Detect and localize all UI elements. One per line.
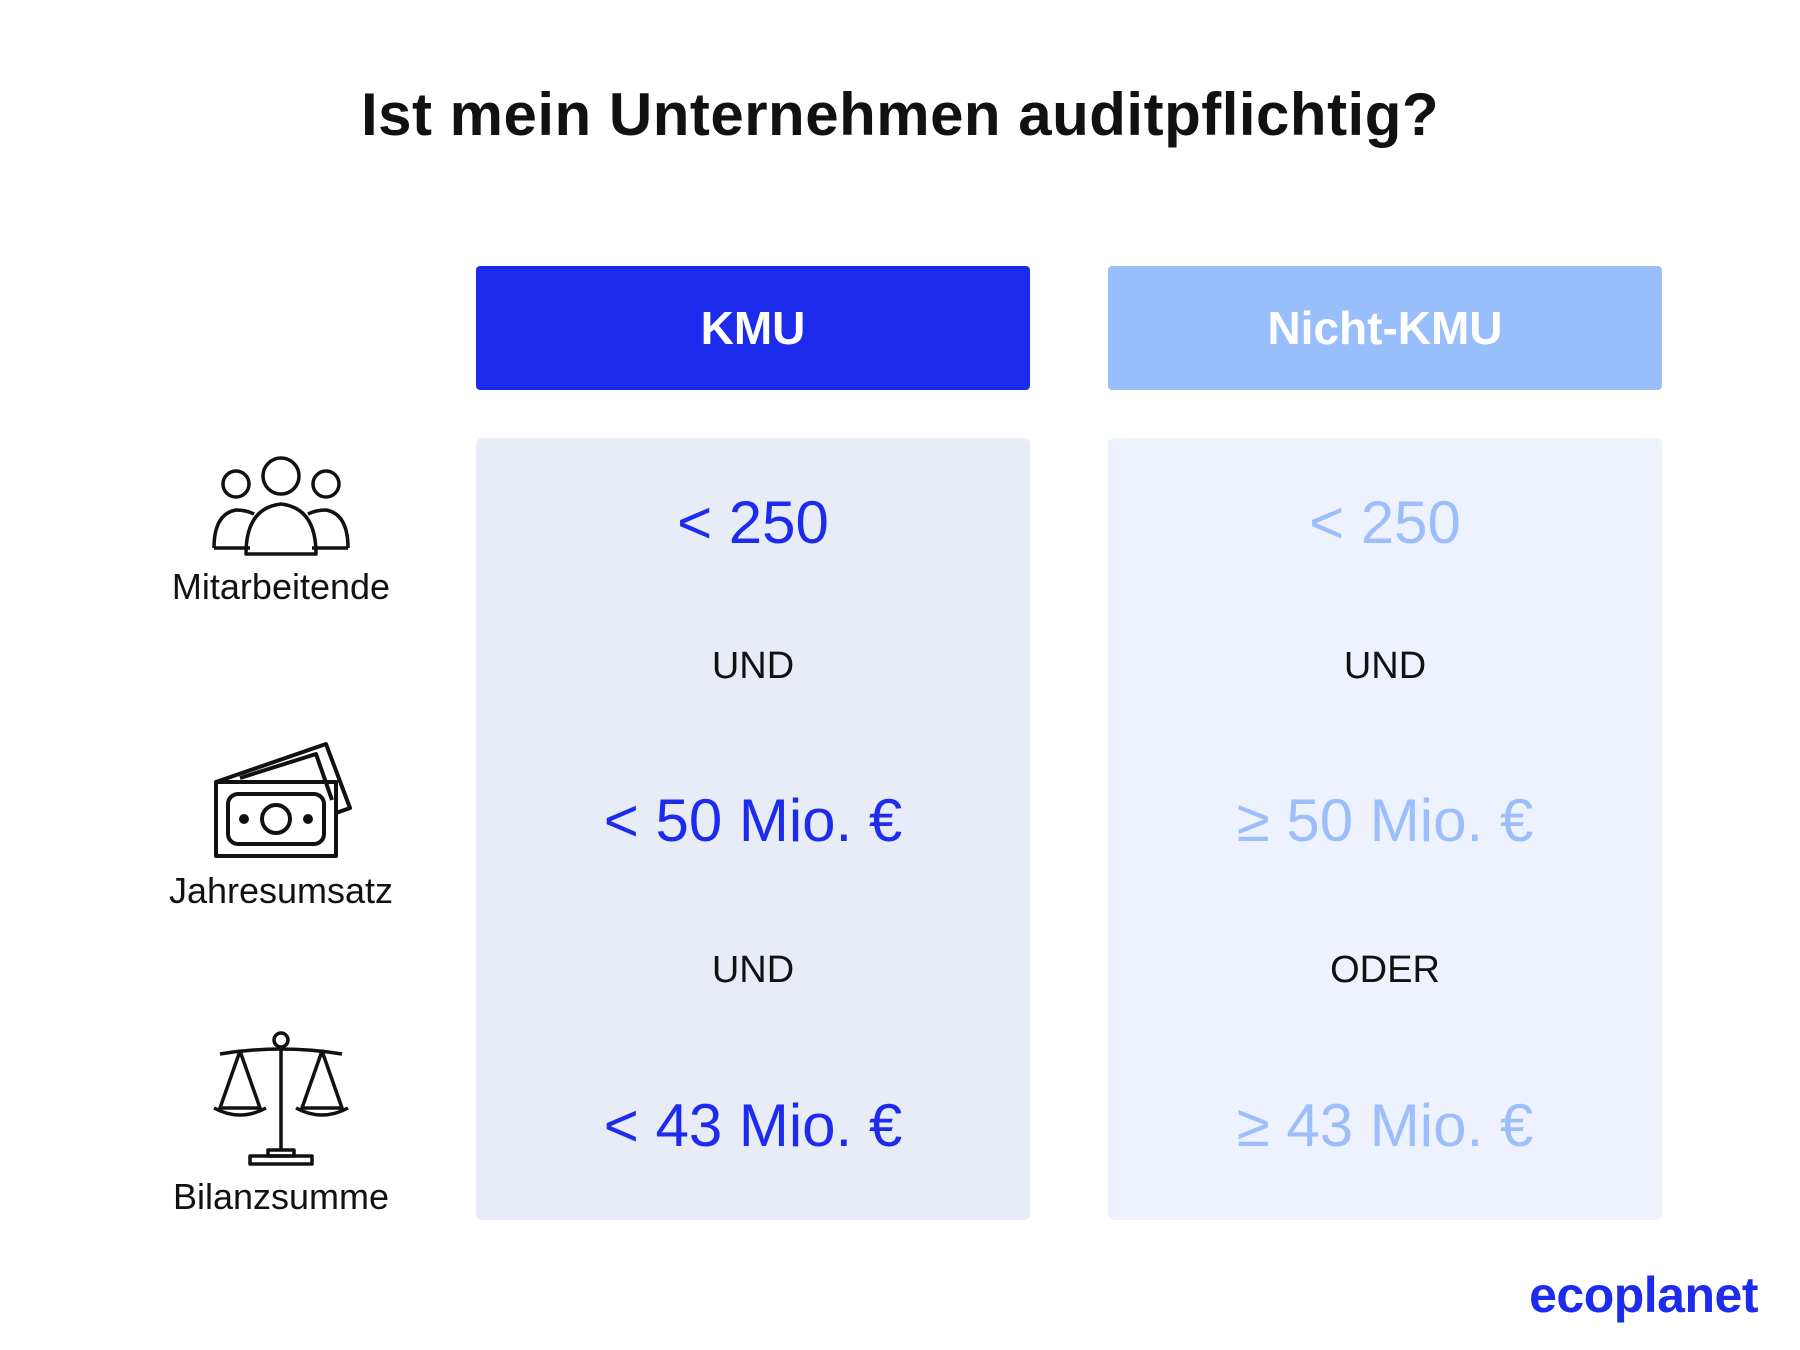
kmu-employees-value: < 250 bbox=[677, 489, 829, 556]
page-title: Ist mein Unternehmen auditpflichtig? bbox=[360, 81, 1440, 148]
nicht-kmu-connector-1: UND bbox=[1343, 645, 1427, 687]
nicht-kmu-revenue-value: ≥ 50 Mio. € bbox=[1236, 787, 1534, 854]
nicht-kmu-balance-value: ≥ 43 Mio. € bbox=[1236, 1092, 1534, 1159]
panel-nicht-kmu: < 250 UND ≥ 50 Mio. € ODER ≥ 43 Mio. € bbox=[1108, 438, 1662, 1220]
people-icon bbox=[212, 456, 350, 556]
row-label-text: Bilanzsumme bbox=[172, 1176, 390, 1217]
kmu-revenue-value: < 50 Mio. € bbox=[603, 787, 903, 854]
nicht-kmu-connector-2: ODER bbox=[1330, 949, 1440, 991]
kmu-connector-2: UND bbox=[711, 949, 795, 991]
row-label-text: Jahresumsatz bbox=[168, 870, 394, 911]
column-header-kmu: KMU bbox=[476, 266, 1030, 390]
money-icon bbox=[214, 742, 352, 858]
kmu-balance-value: < 43 Mio. € bbox=[603, 1092, 903, 1159]
panel-kmu: < 250 UND < 50 Mio. € UND < 43 Mio. € bbox=[476, 438, 1030, 1220]
ecoplanet-logo: ecoplanet bbox=[1529, 1267, 1758, 1323]
nicht-kmu-employees-value: < 250 bbox=[1309, 489, 1461, 556]
row-label-balance: Bilanzsumme bbox=[140, 1028, 422, 1218]
row-label-revenue: Jahresumsatz bbox=[140, 738, 422, 912]
row-label-employees: Mitarbeitende bbox=[140, 454, 422, 608]
scale-icon bbox=[213, 1031, 349, 1166]
column-header-nicht-kmu: Nicht-KMU bbox=[1108, 266, 1662, 390]
row-label-text: Mitarbeitende bbox=[171, 566, 391, 607]
kmu-connector-1: UND bbox=[711, 645, 795, 687]
